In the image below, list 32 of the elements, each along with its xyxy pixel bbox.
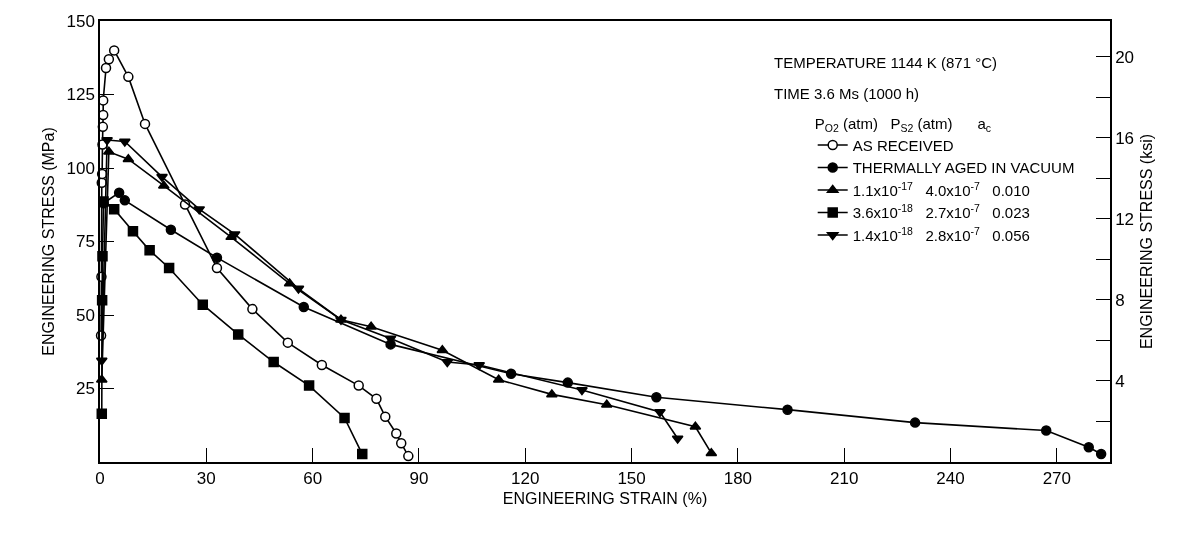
annotation: TIME 3.6 Ms (1000 h) bbox=[774, 85, 920, 102]
legend-label: 1.4x10$^{-18}$ 2.8x10$^{-7}$ 0.056 bbox=[852, 224, 1030, 244]
x-tick-label: 240 bbox=[936, 469, 965, 489]
x-tick-label: 0 bbox=[95, 469, 105, 489]
legend-label: THERMALLY AGED IN VACUUM bbox=[852, 159, 1075, 177]
x-tick-label: 270 bbox=[1042, 469, 1072, 489]
x-tick-label: 150 bbox=[617, 469, 646, 489]
y-tick-label: 150 bbox=[66, 11, 95, 31]
legend-label: AS RECEIVED bbox=[852, 136, 954, 154]
y2-tick-label: 12 bbox=[1115, 209, 1135, 229]
x-axis-title: ENGINEERING STRAIN (%) bbox=[502, 490, 708, 508]
x-tick-label: 120 bbox=[511, 469, 540, 489]
x-tick-label: 210 bbox=[830, 469, 859, 489]
legend-label: 3.6x10$^{-18}$ 2.7x10$^{-7}$ 0.023 bbox=[852, 202, 1030, 222]
x-tick-label: 180 bbox=[723, 469, 753, 489]
annotation: TEMPERATURE 1144 K (871 °C) bbox=[774, 54, 998, 71]
y2-tick-label: 8 bbox=[1115, 290, 1125, 310]
y-axis-title: ENGINEERING STRESS (MPa) bbox=[39, 127, 57, 356]
y-tick-label: 75 bbox=[75, 232, 95, 252]
legend-label: 1.1x10$^{-17}$ 4.0x10$^{-7}$ 0.010 bbox=[852, 179, 1030, 199]
legend-title: P$_{O2}$ (atm) P$_{S2}$ (atm) a$_{c}$ bbox=[814, 114, 992, 134]
y-tick-label: 25 bbox=[75, 379, 95, 399]
x-tick-label: 30 bbox=[196, 469, 216, 489]
y-tick-label: 50 bbox=[75, 305, 95, 325]
y2-tick-label: 20 bbox=[1115, 47, 1135, 67]
y-tick-label: 125 bbox=[66, 85, 95, 105]
y-tick-label: 100 bbox=[66, 158, 95, 178]
y2-axis-title: ENGINEERING STRESS (ksi) bbox=[1138, 133, 1156, 350]
y2-tick-label: 16 bbox=[1115, 128, 1135, 148]
y2-tick-label: 4 bbox=[1115, 371, 1125, 391]
x-tick-label: 60 bbox=[303, 469, 323, 489]
x-tick-label: 90 bbox=[409, 469, 429, 489]
